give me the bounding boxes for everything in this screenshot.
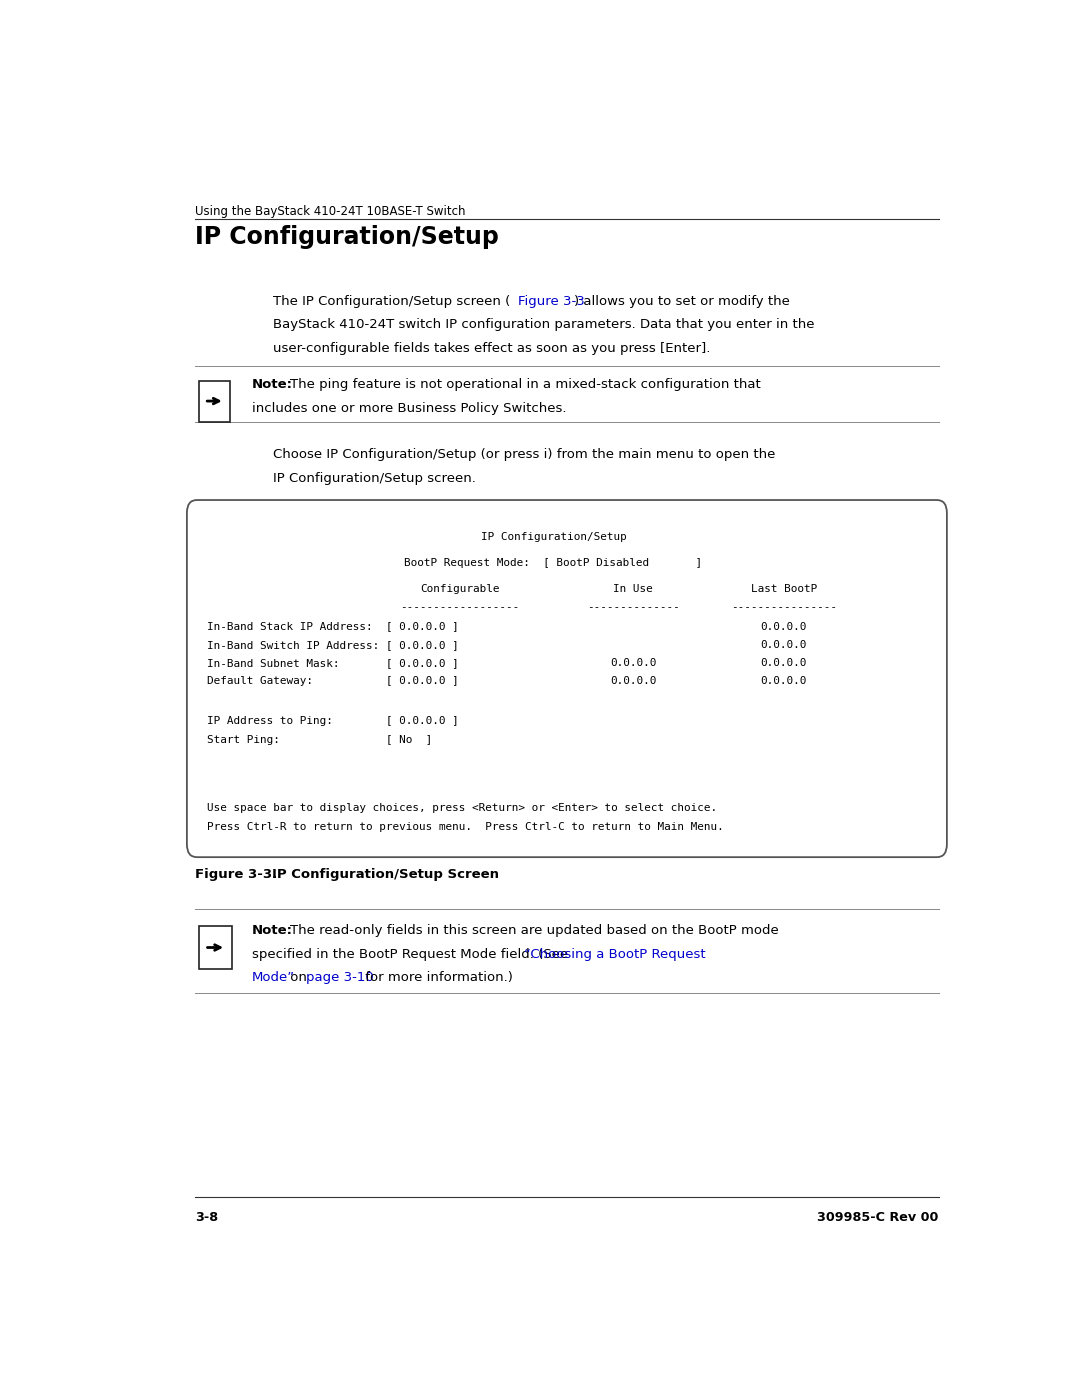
Text: In-Band Subnet Mask:       [ 0.0.0.0 ]: In-Band Subnet Mask: [ 0.0.0.0 ] xyxy=(207,658,459,668)
Text: 3-8: 3-8 xyxy=(195,1211,218,1224)
Text: page 3-10: page 3-10 xyxy=(306,971,374,983)
FancyBboxPatch shape xyxy=(187,500,947,858)
Text: Mode”: Mode” xyxy=(253,971,295,983)
Text: ------------------: ------------------ xyxy=(400,602,519,612)
Text: In-Band Stack IP Address:  [ 0.0.0.0 ]: In-Band Stack IP Address: [ 0.0.0.0 ] xyxy=(207,622,459,631)
Text: 0.0.0.0: 0.0.0.0 xyxy=(610,658,657,668)
Text: IP Configuration/Setup: IP Configuration/Setup xyxy=(195,225,499,249)
Text: “Choosing a BootP Request: “Choosing a BootP Request xyxy=(524,947,706,961)
Text: 0.0.0.0: 0.0.0.0 xyxy=(760,658,807,668)
Text: IP Configuration/Setup Screen: IP Configuration/Setup Screen xyxy=(272,868,499,882)
Text: In-Band Switch IP Address: [ 0.0.0.0 ]: In-Band Switch IP Address: [ 0.0.0.0 ] xyxy=(207,640,459,650)
Text: IP Address to Ping:        [ 0.0.0.0 ]: IP Address to Ping: [ 0.0.0.0 ] xyxy=(207,717,459,726)
Text: Figure 3-3: Figure 3-3 xyxy=(518,295,585,307)
Text: Note:: Note: xyxy=(253,923,293,937)
Text: The IP Configuration/Setup screen (: The IP Configuration/Setup screen ( xyxy=(273,295,511,307)
Text: BayStack 410-24T switch IP configuration parameters. Data that you enter in the: BayStack 410-24T switch IP configuration… xyxy=(273,319,814,331)
Text: user-configurable fields takes effect as soon as you press [Enter].: user-configurable fields takes effect as… xyxy=(273,342,711,355)
Text: Configurable: Configurable xyxy=(420,584,500,594)
Text: 0.0.0.0: 0.0.0.0 xyxy=(760,622,807,631)
Text: BootP Request Mode:  [ BootP Disabled       ]: BootP Request Mode: [ BootP Disabled ] xyxy=(404,559,703,569)
Text: Last BootP: Last BootP xyxy=(751,584,816,594)
Text: 0.0.0.0: 0.0.0.0 xyxy=(760,676,807,686)
Text: ----------------: ---------------- xyxy=(731,602,837,612)
Text: for more information.): for more information.) xyxy=(361,971,513,983)
Text: 309985-C Rev 00: 309985-C Rev 00 xyxy=(818,1211,939,1224)
Text: Default Gateway:           [ 0.0.0.0 ]: Default Gateway: [ 0.0.0.0 ] xyxy=(207,676,459,686)
Text: specified in the BootP Request Mode field. (See: specified in the BootP Request Mode fiel… xyxy=(253,947,572,961)
Text: IP Configuration/Setup: IP Configuration/Setup xyxy=(481,532,626,542)
Text: Use space bar to display choices, press <Return> or <Enter> to select choice.: Use space bar to display choices, press … xyxy=(207,803,717,813)
Text: includes one or more Business Policy Switches.: includes one or more Business Policy Swi… xyxy=(253,402,567,415)
Text: In Use: In Use xyxy=(613,584,653,594)
Text: IP Configuration/Setup screen.: IP Configuration/Setup screen. xyxy=(273,472,476,485)
Text: Choose IP Configuration/Setup (or press i) from the main menu to open the: Choose IP Configuration/Setup (or press … xyxy=(273,448,775,461)
Text: Note:: Note: xyxy=(253,379,293,391)
Text: Using the BayStack 410-24T 10BASE-T Switch: Using the BayStack 410-24T 10BASE-T Swit… xyxy=(195,205,465,218)
Text: --------------: -------------- xyxy=(586,602,679,612)
Text: Start Ping:                [ No  ]: Start Ping: [ No ] xyxy=(207,735,432,745)
Text: Press Ctrl-R to return to previous menu.  Press Ctrl-C to return to Main Menu.: Press Ctrl-R to return to previous menu.… xyxy=(207,821,724,831)
Text: Figure 3-3.: Figure 3-3. xyxy=(195,868,278,882)
FancyBboxPatch shape xyxy=(199,926,232,970)
Text: The read-only fields in this screen are updated based on the BootP mode: The read-only fields in this screen are … xyxy=(289,923,779,937)
Text: 0.0.0.0: 0.0.0.0 xyxy=(610,676,657,686)
Text: 0.0.0.0: 0.0.0.0 xyxy=(760,640,807,650)
Text: ) allows you to set or modify the: ) allows you to set or modify the xyxy=(573,295,789,307)
Text: on: on xyxy=(285,971,311,983)
Text: The ping feature is not operational in a mixed-stack configuration that: The ping feature is not operational in a… xyxy=(289,379,760,391)
FancyBboxPatch shape xyxy=(199,380,230,422)
